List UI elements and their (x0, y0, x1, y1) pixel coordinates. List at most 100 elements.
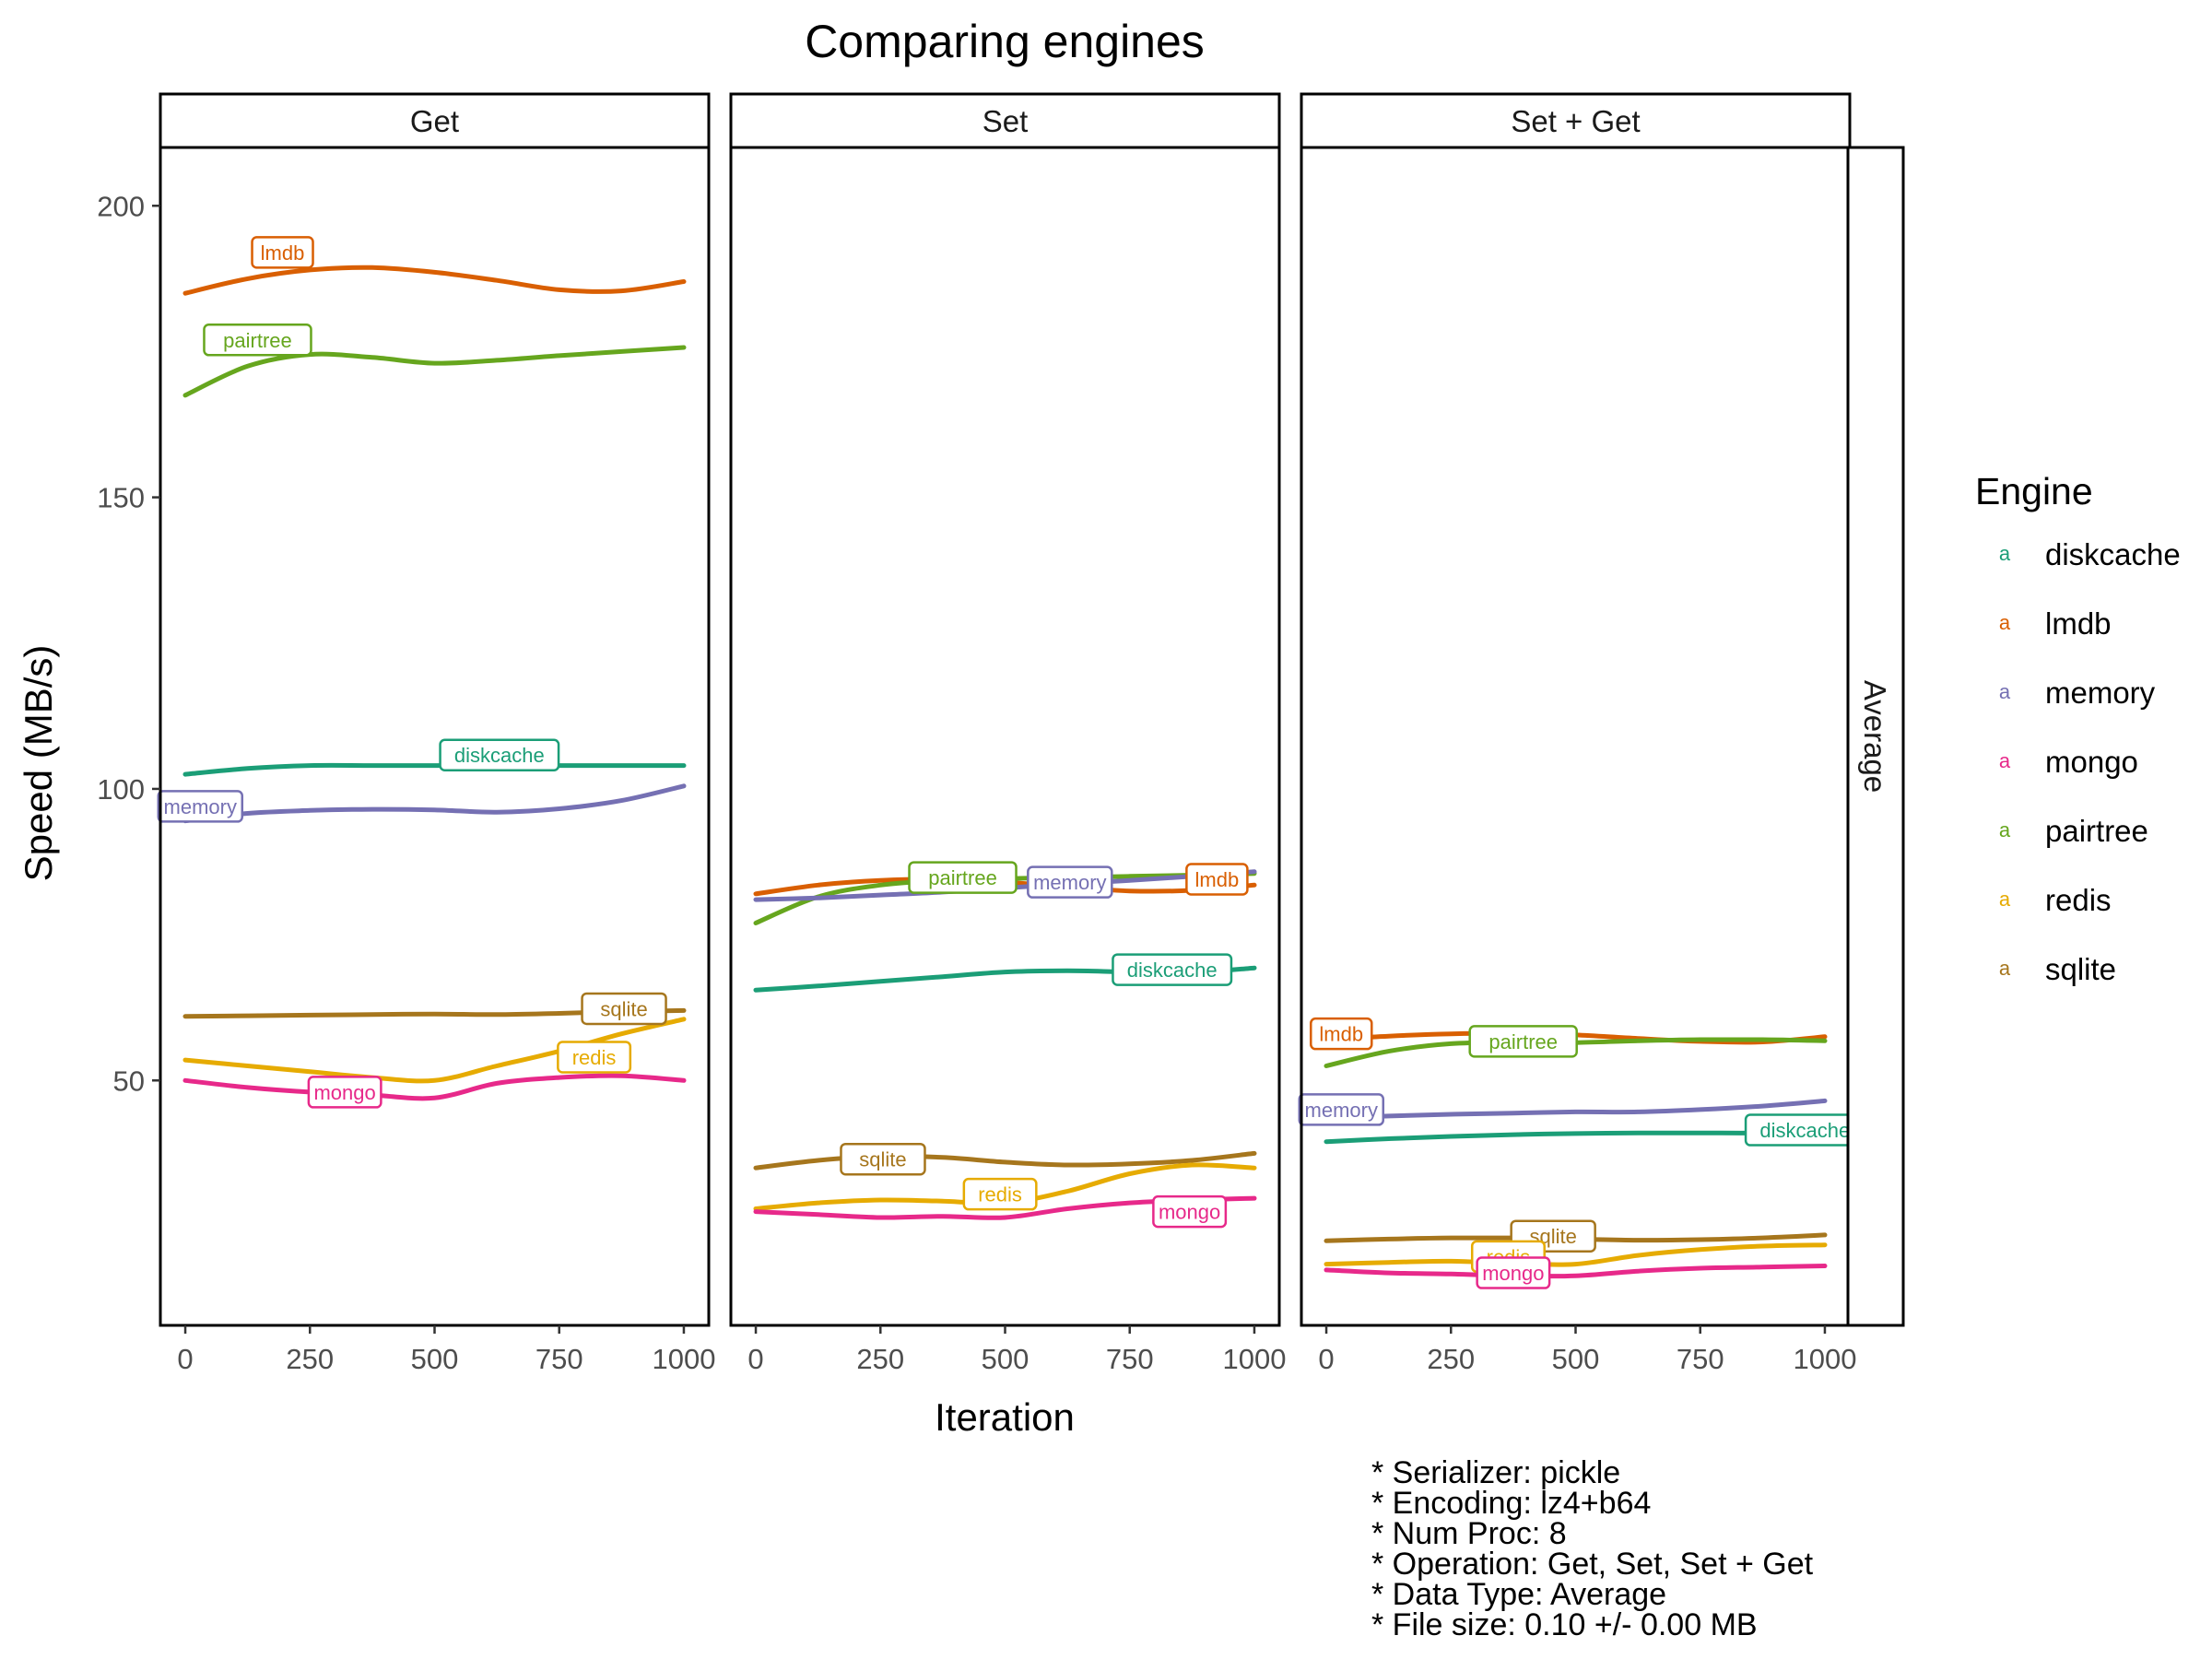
legend-key: a (1999, 957, 2011, 980)
facet-panels: Get lmdb pairtree diskcache memory sqlite redi… (97, 92, 1865, 1375)
caption-line: * Serializer: pickle (1371, 1455, 1621, 1490)
caption-line: * Num Proc: 8 (1371, 1516, 1567, 1551)
series-label-diskcache: diskcache (1744, 1113, 1865, 1147)
series-label-box (1027, 865, 1113, 899)
series-label-lmdb: lmdb (1310, 1017, 1373, 1051)
caption-line: * Encoding: lz4+b64 (1371, 1486, 1652, 1521)
legend: Engine a diskcache a lmdb a memory a mongo a pair… (1975, 470, 2181, 986)
series-label-box (1112, 953, 1233, 986)
y-axis-title: Speed (MB/s) (17, 645, 60, 882)
y-tick-label: 50 (113, 1065, 145, 1097)
series-label-redis: redis (962, 1177, 1038, 1211)
series-label-text: mongo (1159, 1201, 1220, 1224)
panel-border (1300, 146, 1852, 1327)
series-label-box (1476, 1256, 1551, 1289)
x-tick-label: 750 (1106, 1343, 1154, 1375)
y-tick-label: 100 (97, 773, 145, 806)
legend-label: memory (2045, 676, 2156, 710)
series-label-diskcache: diskcache (439, 738, 560, 771)
series-label-box (439, 738, 560, 771)
y-tick-label: 200 (97, 190, 145, 222)
row-strip: Average (1846, 146, 1905, 1327)
series-line-diskcache (182, 762, 687, 777)
series-label-memory: memory (157, 790, 244, 823)
series-label-memory: memory (1027, 865, 1113, 899)
x-tick-label: 1000 (652, 1343, 715, 1375)
series-label-redis: redis (557, 1041, 632, 1074)
x-tick-label: 1000 (1222, 1343, 1286, 1375)
x-tick-label: 750 (535, 1343, 583, 1375)
legend-label: pairtree (2045, 814, 2148, 848)
legend-label: diskcache (2045, 537, 2181, 571)
series-line-memory (182, 783, 687, 824)
series-label-text: redis (978, 1183, 1022, 1206)
facet-strip-label: Get (410, 104, 459, 138)
legend-item-sqlite: a sqlite (1999, 952, 2116, 986)
panel-set: Set lmdb pairtree memory diskcache sqlite redi… (729, 92, 1286, 1375)
x-tick-label: 250 (856, 1343, 904, 1375)
series-label-box (581, 992, 667, 1026)
legend-key: a (1999, 542, 2011, 565)
x-tick-label: 0 (747, 1343, 763, 1375)
y-tick-label: 150 (97, 482, 145, 514)
series-label-box (1468, 1025, 1578, 1058)
series-label-text: diskcache (454, 744, 545, 767)
series-line-diskcache (1324, 1128, 1828, 1145)
series-label-box (908, 861, 1018, 894)
series-label-text: lmdb (1195, 868, 1240, 891)
x-axis-title: Iteration (935, 1395, 1075, 1439)
series-label-text: pairtree (1488, 1030, 1558, 1053)
series-label-text: memory (1033, 871, 1106, 894)
x-tick-label: 500 (411, 1343, 459, 1375)
series-label-pairtree: pairtree (203, 324, 312, 357)
series-label-text: lmdb (1319, 1023, 1363, 1046)
x-tick-label: 250 (1427, 1343, 1475, 1375)
facet-strip (1300, 92, 1852, 149)
x-tick-label: 0 (177, 1343, 193, 1375)
series-label-lmdb: lmdb (251, 236, 314, 269)
series-label-box (1152, 1194, 1228, 1229)
series-line-mongo (1324, 1264, 1828, 1279)
series-label-box (1310, 1017, 1373, 1051)
legend-item-redis: a redis (1999, 883, 2112, 917)
series-label-box (251, 236, 314, 269)
series-label-lmdb: lmdb (1185, 863, 1249, 896)
caption-line: * Operation: Get, Set, Set + Get (1371, 1547, 1814, 1582)
legend-label: lmdb (2045, 606, 2112, 641)
legend-title: Engine (1975, 470, 2093, 512)
series-label-text: lmdb (261, 241, 305, 265)
series-line-redis (1324, 1242, 1828, 1267)
series-line-pairtree (182, 345, 687, 398)
legend-item-diskcache: a diskcache (1999, 537, 2181, 571)
series-label-text: sqlite (859, 1148, 906, 1171)
legend-item-memory: a memory (1999, 676, 2156, 710)
row-strip-label: Average (1858, 680, 1892, 793)
legend-item-pairtree: a pairtree (1999, 814, 2148, 848)
facet-strip-label: Set (982, 104, 1029, 138)
caption-line: * File size: 0.10 +/- 0.00 MB (1371, 1607, 1758, 1642)
series-label-box (557, 1041, 632, 1074)
series-label-text: pairtree (928, 866, 997, 889)
series-label-diskcache: diskcache (1112, 953, 1233, 986)
legend-key: a (1999, 611, 2011, 634)
series-label-box (840, 1142, 926, 1176)
series-label-text: sqlite (600, 997, 647, 1020)
series-label-box (1185, 863, 1249, 896)
legend-key: a (1999, 818, 2011, 841)
series-label-sqlite: sqlite (581, 992, 667, 1026)
series-label-text: mongo (313, 1081, 375, 1104)
series-label-text: redis (572, 1046, 617, 1069)
series-label-text: diskcache (1127, 959, 1218, 982)
series-label-box (307, 1076, 382, 1109)
series-label-mongo: mongo (1476, 1256, 1551, 1289)
legend-item-lmdb: a lmdb (1999, 606, 2112, 641)
series-label-mongo: mongo (1152, 1194, 1228, 1229)
x-tick-label: 250 (286, 1343, 334, 1375)
series-label-text: memory (1305, 1099, 1378, 1122)
series-line-memory (1324, 1098, 1828, 1121)
series-label-box (1298, 1093, 1385, 1126)
x-tick-label: 500 (1552, 1343, 1600, 1375)
legend-item-mongo: a mongo (1999, 745, 2138, 779)
series-line-mongo (182, 1073, 687, 1101)
series-line-redis (182, 1017, 687, 1084)
